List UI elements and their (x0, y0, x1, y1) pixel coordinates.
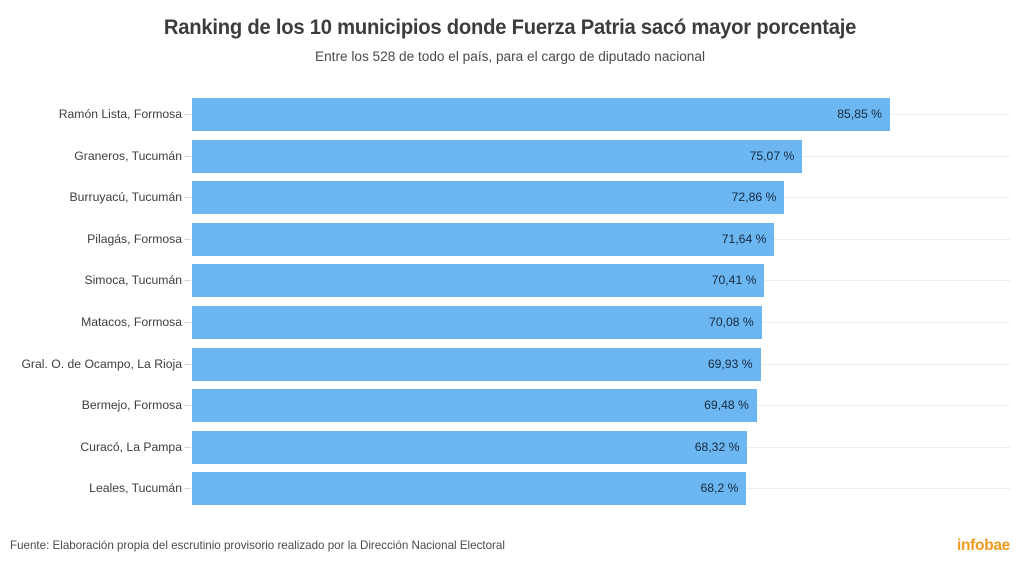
bar[interactable]: 75,07 % (192, 139, 803, 173)
chart-footer: Fuente: Elaboración propia del escrutini… (0, 536, 1020, 570)
bar[interactable]: 68,32 % (192, 430, 748, 464)
axis-tick (184, 155, 191, 157)
axis-tick (184, 114, 191, 115)
axis-tick (184, 405, 191, 407)
axis-tick (184, 322, 191, 323)
bar-chart-plot-area: Ramón Lista, Formosa 85,85 % Graneros, Tuc… (0, 98, 1020, 518)
bar-value-label: 69,93 % (707, 356, 753, 371)
bar[interactable]: 72,86 % (192, 181, 785, 215)
axis-tick (184, 280, 191, 282)
category-label: Graneros, Tucumán (74, 148, 182, 163)
bar-row: Bermejo, Formosa 69,48 % (0, 389, 1020, 431)
axis-tick (184, 238, 191, 240)
bar[interactable]: 69,48 % (192, 389, 757, 423)
axis-tick (184, 446, 191, 448)
chart-header: Ranking de los 10 municipios donde Fuerz… (0, 0, 1020, 66)
bar-row: Ramón Lista, Formosa 85,85 % (0, 98, 1020, 140)
category-label: Burruyacú, Tucumán (69, 190, 182, 205)
infobae-logo: infobae (956, 537, 1010, 554)
bar-value-label: 69,48 % (704, 398, 749, 413)
category-label: Pilagás, Formosa (87, 231, 182, 246)
axis-tick (184, 197, 191, 199)
bar-row: Leales, Tucumán 68,2 % (0, 472, 1020, 514)
bar-row: Pilagás, Formosa 71,64 % (0, 222, 1020, 265)
page-title: Ranking de los 10 municipios donde Fuerz… (163, 15, 857, 39)
bar[interactable]: 71,64 % (192, 222, 775, 256)
category-label: Simoca, Tucumán (84, 273, 182, 288)
bar[interactable]: 68,2 % (192, 472, 747, 506)
bar[interactable]: 69,93 % (192, 347, 761, 381)
category-label: Gral. O. de Ocampo, La Rioja (21, 356, 182, 371)
bar[interactable]: 85,85 % (192, 98, 890, 131)
bar-value-label: 70,41 % (711, 273, 757, 288)
bar[interactable]: 70,41 % (192, 264, 765, 298)
axis-tick (184, 488, 191, 490)
category-label: Curacó, La Pampa (80, 439, 182, 454)
bar-value-label: 71,64 % (721, 231, 767, 246)
bar-value-label: 68,32 % (694, 439, 740, 454)
source-note: Fuente: Elaboración propia del escrutini… (10, 539, 505, 552)
axis-tick (184, 363, 191, 365)
bar-row: Graneros, Tucumán 75,07 % (0, 139, 1020, 182)
bar-value-label: 72,86 % (731, 190, 777, 205)
bar-row: Simoca, Tucumán 70,41 % (0, 264, 1020, 306)
category-label: Matacos, Formosa (81, 315, 182, 329)
bar-row: Matacos, Formosa 70,08 % (0, 306, 1020, 348)
chart-subtitle: Entre los 528 de todo el país, para el c… (315, 49, 705, 65)
bar-value-label: 85,85 % (837, 107, 882, 121)
bar-value-label: 70,08 % (709, 315, 754, 329)
bar-row: Gral. O. de Ocampo, La Rioja 69,93 % (0, 347, 1020, 390)
category-label: Ramón Lista, Formosa (58, 107, 182, 121)
bar-row: Burruyacú, Tucumán 72,86 % (0, 181, 1020, 223)
bar-row: Curacó, La Pampa 68,32 % (0, 430, 1020, 473)
bar-value-label: 68,2 % (700, 481, 739, 496)
bar-value-label: 75,07 % (749, 148, 795, 163)
bar[interactable]: 70,08 % (192, 306, 762, 339)
category-label: Leales, Tucumán (89, 481, 182, 496)
category-label: Bermejo, Formosa (81, 398, 182, 413)
